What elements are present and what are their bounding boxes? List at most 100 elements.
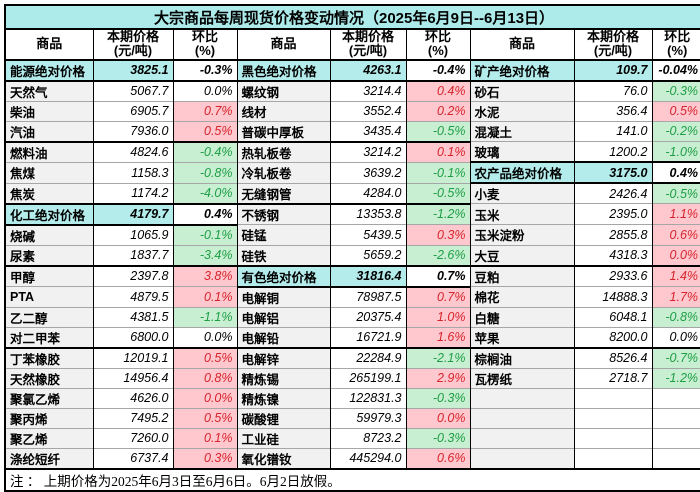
price-cell[interactable]: 8200.0 (573, 326, 652, 348)
change-percent-cell[interactable]: -1.1% (172, 306, 237, 328)
change-percent-cell[interactable]: -0.1% (172, 224, 237, 246)
price-cell[interactable]: 8526.4 (573, 346, 652, 369)
price-cell[interactable]: 6737.4 (92, 447, 173, 469)
change-percent-cell[interactable]: 0.6% (405, 447, 470, 469)
price-cell[interactable]: 12019.1 (92, 346, 173, 369)
change-percent-cell[interactable]: -0.7% (651, 346, 700, 369)
commodity-name-cell[interactable]: 玉米淀粉 (469, 224, 574, 246)
change-percent-cell[interactable]: 0.0% (172, 80, 237, 102)
price-cell[interactable]: 7260.0 (92, 427, 173, 449)
change-percent-cell[interactable]: 1.4% (651, 264, 700, 287)
price-cell[interactable]: 4824.6 (92, 140, 173, 163)
price-cell[interactable]: 4318.3 (573, 244, 652, 266)
price-cell[interactable]: 20375.4 (329, 306, 406, 328)
change-percent-cell[interactable]: 0.7% (405, 264, 470, 288)
price-cell[interactable]: 8723.2 (329, 427, 406, 449)
commodity-name-cell[interactable]: 砂石 (469, 80, 574, 102)
change-percent-cell[interactable]: -0.3% (405, 427, 470, 449)
price-cell[interactable]: 3825.1 (92, 58, 173, 82)
change-percent-cell[interactable]: 0.5% (172, 407, 237, 429)
price-cell[interactable]: 6800.0 (92, 326, 173, 348)
price-cell[interactable]: 16721.9 (329, 326, 406, 348)
change-percent-cell[interactable]: -0.3% (172, 58, 237, 82)
commodity-name-cell[interactable]: 涤纶短纤 (5, 447, 93, 469)
commodity-name-cell[interactable]: 对二甲苯 (5, 326, 93, 348)
change-percent-cell[interactable]: 0.0% (172, 387, 237, 409)
commodity-name-cell[interactable]: 混凝土 (469, 120, 574, 142)
commodity-name-cell[interactable]: 棉花 (469, 286, 574, 308)
change-percent-cell[interactable]: 0.0% (172, 326, 237, 348)
change-percent-cell[interactable] (651, 447, 700, 469)
price-cell[interactable]: 3435.4 (329, 120, 406, 142)
commodity-name-cell[interactable]: 不锈钢 (236, 202, 330, 225)
commodity-name-cell[interactable]: 焦煤 (5, 161, 93, 184)
change-percent-cell[interactable]: 0.7% (172, 100, 237, 122)
change-percent-cell[interactable] (651, 387, 700, 409)
price-cell[interactable]: 22284.9 (329, 346, 406, 369)
commodity-name-cell[interactable]: 工业硅 (236, 427, 330, 449)
price-cell[interactable] (573, 387, 652, 409)
commodity-name-cell[interactable] (469, 387, 574, 409)
change-percent-cell[interactable] (651, 407, 700, 429)
change-percent-cell[interactable]: 0.7% (405, 286, 470, 308)
commodity-name-cell[interactable]: 天然气 (5, 80, 93, 102)
commodity-name-cell[interactable] (469, 447, 574, 469)
change-percent-cell[interactable]: 1.7% (651, 286, 700, 308)
price-cell[interactable]: 59979.3 (329, 407, 406, 429)
change-percent-cell[interactable]: 0.4% (172, 202, 237, 226)
change-percent-cell[interactable]: -0.5% (405, 182, 470, 204)
change-percent-cell[interactable]: 1.6% (405, 326, 470, 348)
price-cell[interactable]: 7495.2 (92, 407, 173, 429)
commodity-name-cell[interactable]: 玻璃 (469, 141, 574, 163)
change-percent-cell[interactable]: -0.3% (405, 387, 470, 409)
change-percent-cell[interactable]: -0.5% (405, 120, 470, 142)
change-percent-cell[interactable]: -0.04% (651, 58, 700, 82)
commodity-name-cell[interactable]: 电解铅 (236, 326, 330, 348)
price-cell[interactable] (573, 427, 652, 449)
price-cell[interactable]: 265199.1 (329, 367, 406, 389)
commodity-name-cell[interactable]: 聚乙烯 (5, 427, 93, 449)
price-cell[interactable]: 356.4 (573, 100, 652, 122)
price-cell[interactable]: 6048.1 (573, 306, 652, 328)
commodity-name-cell[interactable]: 大豆 (469, 244, 574, 266)
commodity-name-cell[interactable]: 氧化镨钕 (236, 447, 330, 469)
commodity-name-cell[interactable]: 线材 (236, 100, 330, 122)
price-cell[interactable]: 1200.2 (573, 141, 652, 163)
change-percent-cell[interactable]: -0.5% (651, 182, 700, 204)
commodity-name-cell[interactable]: 燃料油 (5, 140, 93, 163)
commodity-name-cell[interactable]: 聚丙烯 (5, 407, 93, 429)
commodity-name-cell[interactable] (469, 427, 574, 449)
change-percent-cell[interactable]: -4.0% (172, 182, 237, 204)
change-percent-cell[interactable]: -0.8% (651, 306, 700, 328)
price-cell[interactable]: 14956.4 (92, 367, 173, 389)
change-percent-cell[interactable]: 0.4% (405, 80, 470, 102)
change-percent-cell[interactable]: -1.2% (405, 202, 470, 225)
commodity-name-cell[interactable]: 白糖 (469, 306, 574, 328)
price-cell[interactable]: 109.7 (573, 58, 652, 82)
price-cell[interactable]: 4626.0 (92, 387, 173, 409)
change-percent-cell[interactable]: 0.0% (405, 407, 470, 429)
change-percent-cell[interactable]: -0.4% (172, 140, 237, 163)
price-cell[interactable]: 1065.9 (92, 224, 173, 246)
price-cell[interactable]: 5439.5 (329, 224, 406, 246)
change-percent-cell[interactable]: 0.4% (651, 161, 700, 185)
price-cell[interactable]: 4284.0 (329, 182, 406, 204)
commodity-name-cell[interactable]: 小麦 (469, 182, 574, 204)
change-percent-cell[interactable]: 0.0% (651, 244, 700, 266)
change-percent-cell[interactable]: -0.8% (172, 161, 237, 184)
commodity-name-cell[interactable]: 电解铜 (236, 286, 330, 308)
change-percent-cell[interactable]: -0.1% (405, 161, 470, 184)
price-cell[interactable]: 14888.3 (573, 286, 652, 308)
commodity-name-cell[interactable]: 水泥 (469, 100, 574, 122)
price-cell[interactable]: 2718.7 (573, 367, 652, 389)
commodity-name-cell[interactable]: 普碳中厚板 (236, 120, 330, 142)
change-percent-cell[interactable]: 3.8% (172, 264, 237, 287)
price-cell[interactable]: 78987.5 (329, 286, 406, 308)
change-percent-cell[interactable]: -3.4% (172, 244, 237, 266)
commodity-name-cell[interactable]: 矿产绝对价格 (469, 58, 574, 82)
price-cell[interactable]: 4879.5 (92, 286, 173, 308)
change-percent-cell[interactable]: -1.2% (651, 367, 700, 389)
commodity-name-cell[interactable]: 硅铁 (236, 244, 330, 266)
change-percent-cell[interactable]: 1.0% (405, 306, 470, 328)
commodity-name-cell[interactable] (469, 407, 574, 429)
